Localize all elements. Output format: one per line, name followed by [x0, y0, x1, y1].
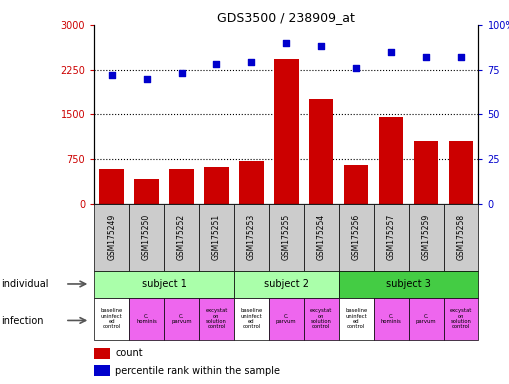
Point — [422, 54, 430, 60]
Bar — [94, 365, 109, 376]
Bar — [199, 204, 234, 271]
Text: C.
hominis: C. hominis — [136, 313, 157, 324]
Bar — [239, 161, 264, 204]
Bar — [134, 179, 159, 204]
Bar — [304, 298, 338, 340]
Bar — [309, 99, 333, 204]
Text: subject 1: subject 1 — [142, 279, 186, 289]
Bar — [99, 169, 124, 204]
Text: baseline
uninfect
ed
control: baseline uninfect ed control — [240, 308, 263, 329]
Bar — [169, 169, 194, 204]
Bar — [129, 204, 164, 271]
Bar — [338, 298, 374, 340]
Bar — [409, 204, 443, 271]
Bar — [269, 204, 304, 271]
Bar — [374, 298, 409, 340]
Text: GSM175254: GSM175254 — [317, 214, 326, 260]
Text: GSM175251: GSM175251 — [212, 214, 221, 260]
Text: excystat
on
solution
control: excystat on solution control — [205, 308, 228, 329]
Text: GSM175256: GSM175256 — [352, 214, 361, 260]
Bar — [164, 298, 199, 340]
Text: count: count — [116, 348, 143, 358]
Text: percentile rank within the sample: percentile rank within the sample — [116, 366, 280, 376]
Point — [247, 60, 256, 66]
Text: C.
hominis: C. hominis — [381, 313, 402, 324]
Bar — [344, 166, 369, 204]
Bar — [204, 167, 229, 204]
Bar — [443, 204, 478, 271]
Text: GSM175259: GSM175259 — [421, 214, 431, 260]
Bar — [338, 271, 478, 298]
Text: baseline
uninfect
ed
control: baseline uninfect ed control — [100, 308, 123, 329]
Bar — [304, 204, 338, 271]
Text: GSM175253: GSM175253 — [247, 214, 256, 260]
Text: GSM175249: GSM175249 — [107, 214, 116, 260]
Text: GSM175250: GSM175250 — [142, 214, 151, 260]
Point — [178, 70, 186, 76]
Point — [107, 72, 116, 78]
Bar — [164, 204, 199, 271]
Text: subject 3: subject 3 — [386, 279, 431, 289]
Bar — [94, 204, 129, 271]
Text: excystat
on
solution
control: excystat on solution control — [310, 308, 332, 329]
Text: subject 2: subject 2 — [264, 279, 309, 289]
Point — [282, 40, 290, 46]
Point — [212, 61, 220, 67]
Bar — [199, 298, 234, 340]
Text: GSM175258: GSM175258 — [457, 214, 466, 260]
Bar — [449, 141, 473, 204]
Bar — [443, 298, 478, 340]
Bar — [374, 204, 409, 271]
Bar — [129, 298, 164, 340]
Bar — [269, 298, 304, 340]
Bar — [94, 348, 109, 359]
Bar — [414, 141, 438, 204]
Point — [143, 76, 151, 82]
Point — [352, 65, 360, 71]
Text: GSM175255: GSM175255 — [282, 214, 291, 260]
Text: individual: individual — [1, 279, 48, 289]
Text: C.
parvum: C. parvum — [416, 313, 436, 324]
Bar — [94, 298, 129, 340]
Text: C.
parvum: C. parvum — [276, 313, 297, 324]
Title: GDS3500 / 238909_at: GDS3500 / 238909_at — [217, 11, 355, 24]
Text: baseline
uninfect
ed
control: baseline uninfect ed control — [345, 308, 367, 329]
Text: infection: infection — [1, 316, 43, 326]
Point — [387, 49, 395, 55]
Bar — [234, 298, 269, 340]
Bar — [94, 271, 234, 298]
Text: GSM175257: GSM175257 — [387, 214, 395, 260]
Bar — [409, 298, 443, 340]
Bar — [234, 271, 338, 298]
Text: excystat
on
solution
control: excystat on solution control — [450, 308, 472, 329]
Point — [457, 54, 465, 60]
Point — [317, 43, 325, 50]
Bar — [379, 117, 403, 204]
Text: GSM175252: GSM175252 — [177, 214, 186, 260]
Bar — [338, 204, 374, 271]
Bar — [274, 60, 299, 204]
Bar — [234, 204, 269, 271]
Text: C.
parvum: C. parvum — [171, 313, 192, 324]
